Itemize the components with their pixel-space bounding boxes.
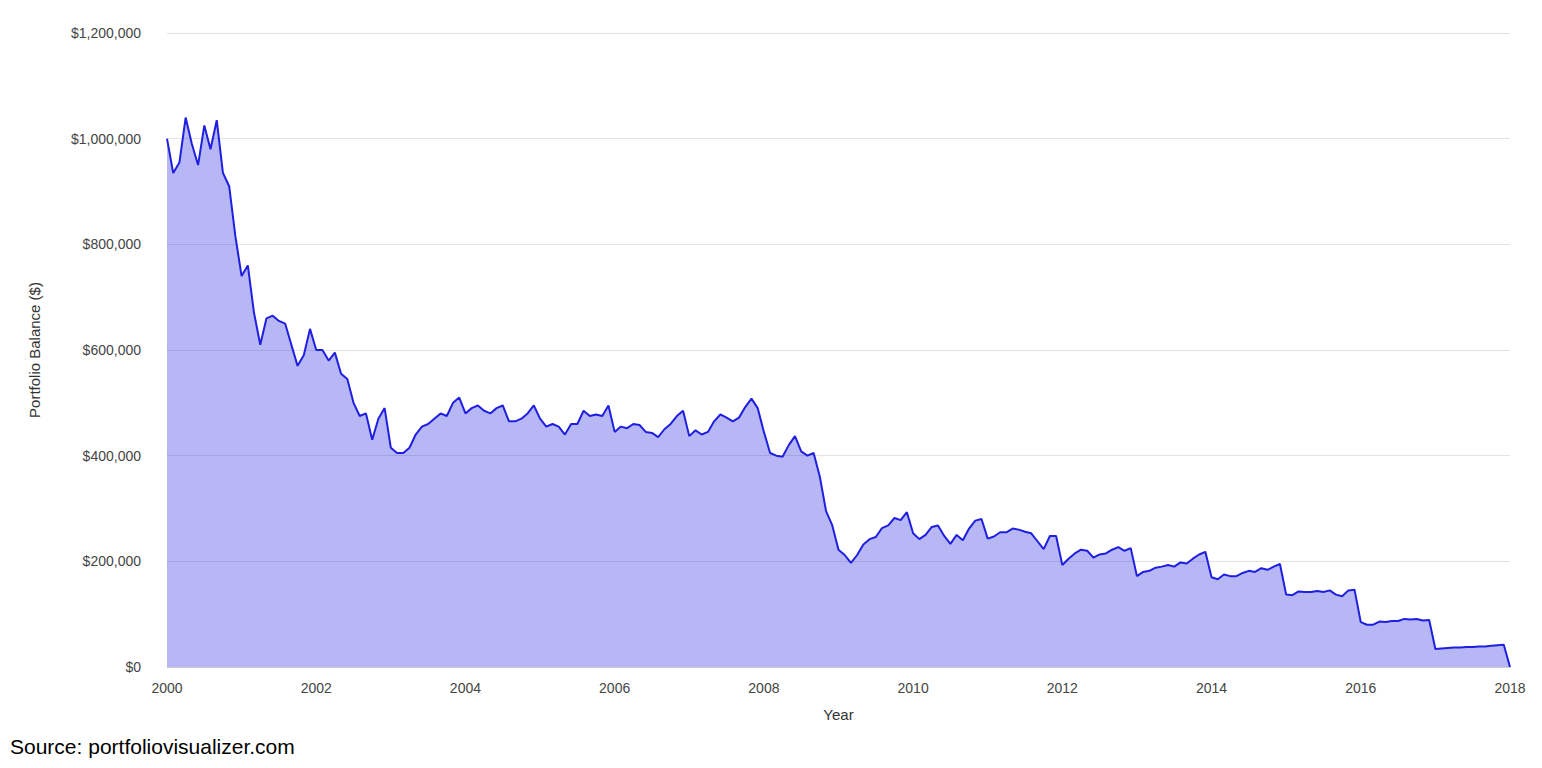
svg-text:$400,000: $400,000 [83, 448, 142, 464]
svg-text:2000: 2000 [151, 680, 182, 696]
svg-text:2008: 2008 [748, 680, 779, 696]
svg-text:$800,000: $800,000 [83, 236, 142, 252]
svg-text:$0: $0 [125, 659, 141, 675]
svg-text:$600,000: $600,000 [83, 342, 142, 358]
svg-text:2012: 2012 [1047, 680, 1078, 696]
svg-text:2002: 2002 [301, 680, 332, 696]
svg-text:Portfolio Balance ($): Portfolio Balance ($) [26, 282, 43, 418]
svg-text:$1,200,000: $1,200,000 [71, 25, 141, 41]
svg-text:2004: 2004 [450, 680, 481, 696]
svg-text:$200,000: $200,000 [83, 553, 142, 569]
svg-text:2016: 2016 [1345, 680, 1376, 696]
svg-text:Source: portfoliovisualizer.co: Source: portfoliovisualizer.com [10, 735, 295, 758]
svg-text:2014: 2014 [1196, 680, 1227, 696]
svg-text:Year: Year [823, 706, 853, 723]
svg-text:2006: 2006 [599, 680, 630, 696]
svg-text:2010: 2010 [898, 680, 929, 696]
svg-text:$1,000,000: $1,000,000 [71, 131, 141, 147]
svg-text:2018: 2018 [1494, 680, 1525, 696]
